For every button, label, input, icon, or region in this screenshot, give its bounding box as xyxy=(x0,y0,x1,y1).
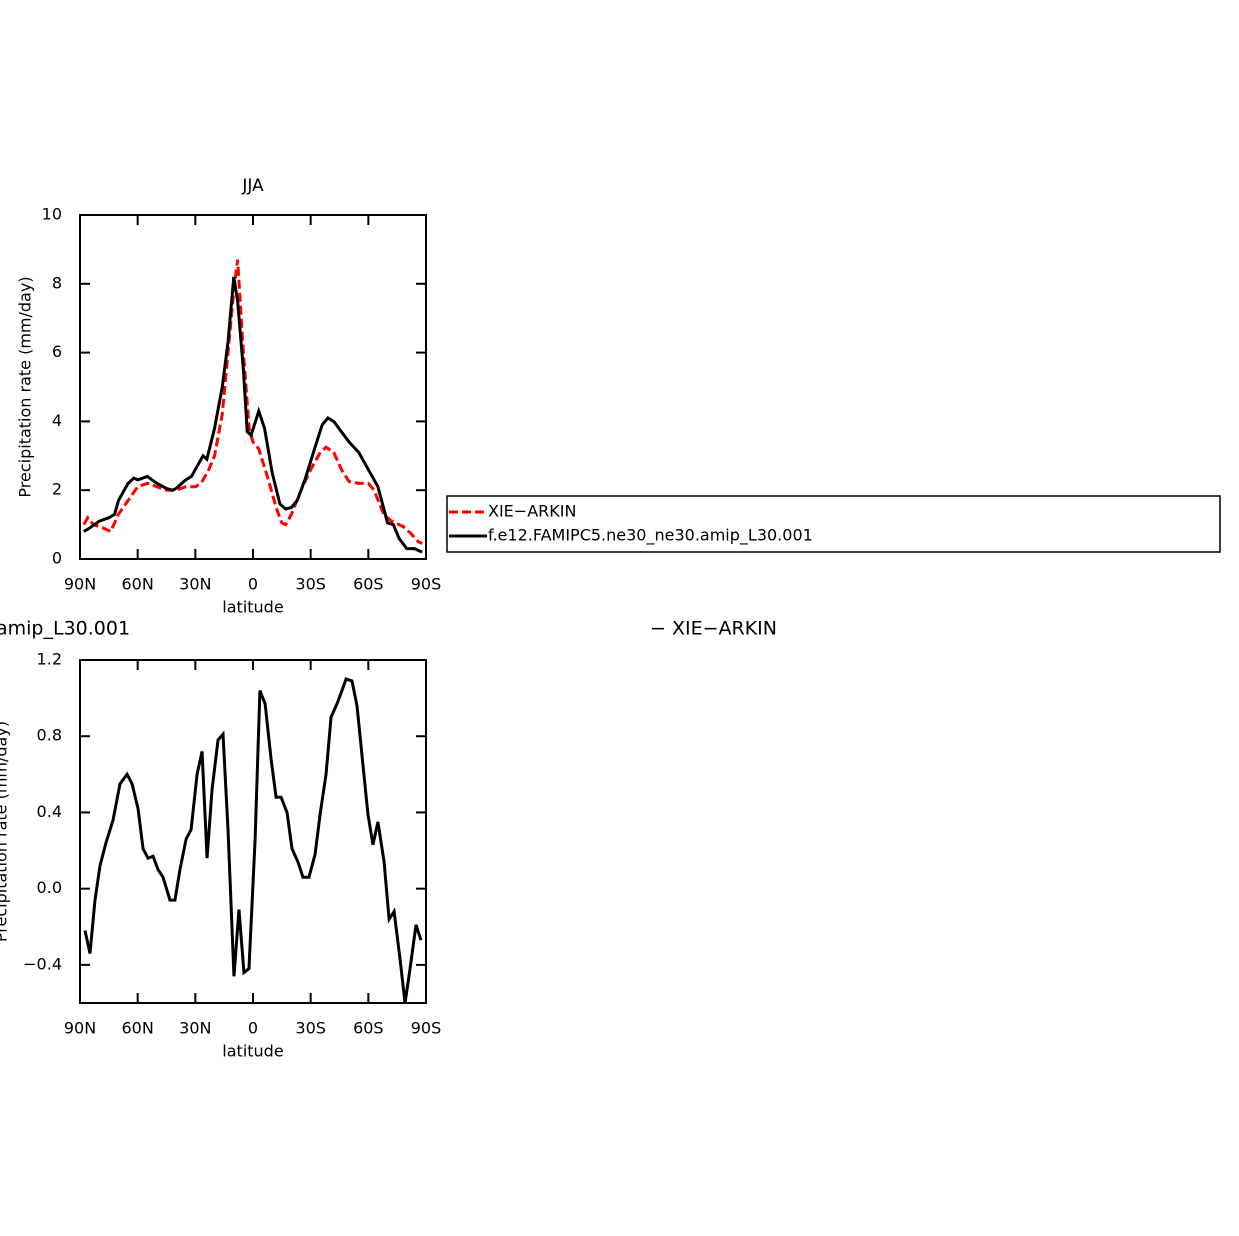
legend-label: XIE−ARKIN xyxy=(488,502,576,521)
y-axis-label: Precipitation rate (mm/day) xyxy=(0,721,11,942)
y-tick-label: 8 xyxy=(52,273,62,292)
x-tick-label: 0 xyxy=(248,1019,258,1038)
x-tick-label: 90S xyxy=(411,1019,442,1038)
x-tick-label: 60S xyxy=(353,1019,384,1038)
x-tick-label: 30N xyxy=(179,575,211,594)
y-axis-label: Precipitation rate (mm/day) xyxy=(16,276,35,497)
y-tick-label: 0.4 xyxy=(37,802,62,821)
chart-title: JJA xyxy=(241,176,264,196)
x-axis-label: latitude xyxy=(222,598,283,617)
x-axis-label: latitude xyxy=(222,1042,283,1061)
plot-frame xyxy=(79,214,427,560)
x-tick-label: 90N xyxy=(64,575,96,594)
legend-box xyxy=(446,495,1221,553)
y-tick-label: −0.4 xyxy=(23,954,62,973)
y-tick-label: 0 xyxy=(52,549,62,568)
series-line xyxy=(82,259,423,545)
x-tick-label: 30S xyxy=(295,1019,326,1038)
y-tick-label: 4 xyxy=(52,411,62,430)
x-tick-label: 60N xyxy=(122,1019,154,1038)
plot-frame xyxy=(79,659,427,1004)
legend-label: f.e12.FAMIPC5.ne30_ne30.amip_L30.001 xyxy=(488,526,813,546)
x-tick-label: 30N xyxy=(179,1019,211,1038)
x-tick-label: 90S xyxy=(411,575,442,594)
x-tick-label: 0 xyxy=(248,575,258,594)
series-line xyxy=(83,677,423,1004)
y-tick-label: 0.0 xyxy=(37,878,62,897)
y-tick-label: 1.2 xyxy=(37,650,62,669)
x-tick-label: 60N xyxy=(122,575,154,594)
y-tick-label: 2 xyxy=(52,480,62,499)
y-tick-label: 10 xyxy=(42,205,62,224)
y-tick-label: 0.8 xyxy=(37,726,62,745)
y-tick-label: 6 xyxy=(52,342,62,361)
series-line xyxy=(83,276,423,554)
x-tick-label: 60S xyxy=(353,575,384,594)
x-tick-label: 90N xyxy=(64,1019,96,1038)
x-tick-label: 30S xyxy=(295,575,326,594)
chart-title-right: − XIE−ARKIN xyxy=(650,618,777,640)
chart-title-left: amip_L30.001 xyxy=(0,618,130,640)
